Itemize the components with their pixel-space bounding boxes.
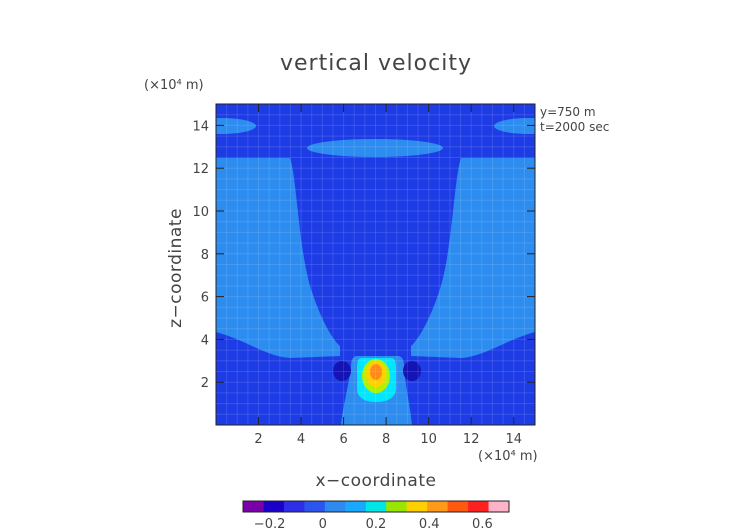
contour-left-small-band: [216, 118, 256, 134]
contour-top-center-band: [307, 139, 443, 157]
y-tick-label: 2: [201, 376, 209, 391]
x-unit-label: (×10⁴ m): [478, 449, 538, 464]
y-tick-label: 14: [192, 119, 209, 134]
colorbar-frame: [242, 500, 510, 513]
colorbar-swatch: [468, 501, 490, 512]
colorbar-tick-label: −0.2: [254, 517, 286, 532]
colorbar: −0.2 0 0.2 0.4 0.6: [242, 500, 510, 532]
colorbar-swatch: [427, 501, 449, 512]
contour-upper-right-lobe: [411, 158, 535, 358]
colorbar-tick-label: 0: [319, 517, 327, 532]
x-tick-label: 4: [297, 432, 305, 447]
fine-grid: [216, 104, 535, 425]
x-tick-label: 8: [382, 432, 390, 447]
annotation-t: t=2000 sec: [540, 120, 609, 134]
y-axis-label: z−coordinate: [166, 208, 186, 328]
y-tick-label: 4: [201, 333, 209, 348]
colorbar-swatch: [345, 501, 367, 512]
plot-frame: [215, 103, 536, 426]
colorbar-swatch: [386, 501, 408, 512]
contour-orange-core: [370, 364, 382, 380]
contour-left-downdraft: [333, 361, 351, 381]
colorbar-tick-label: 0.2: [366, 517, 387, 532]
y-tick-label: 6: [201, 291, 209, 306]
colorbar-swatch: [324, 501, 346, 512]
x-tick-label: 2: [254, 432, 262, 447]
y-tick-label: 12: [192, 162, 209, 177]
colorbar-swatch: [304, 501, 326, 512]
y-unit-label: (×10⁴ m): [144, 78, 204, 93]
x-tick-label: 12: [463, 432, 480, 447]
contour-regions: [216, 104, 535, 425]
x-tick-label: 6: [339, 432, 347, 447]
colorbar-swatch: [447, 501, 469, 512]
colorbar-swatch: [365, 501, 387, 512]
colorbar-swatch: [488, 501, 510, 512]
colorbar-swatch: [263, 501, 285, 512]
colorbar-swatch: [283, 501, 305, 512]
colorbar-swatch: [406, 501, 428, 512]
contour-right-small-band: [494, 118, 535, 134]
contour-upper-left-lobe: [216, 158, 340, 358]
annotation-y: y=750 m: [540, 105, 596, 119]
y-tick-label: 8: [201, 248, 209, 263]
chart-title: vertical velocity: [280, 51, 472, 76]
x-tick-label: 10: [420, 432, 437, 447]
colorbar-tick-label: 0.6: [472, 517, 493, 532]
colorbar-tick-label: 0.4: [419, 517, 440, 532]
x-tick-label: 14: [505, 432, 522, 447]
contour-right-downdraft: [403, 361, 421, 381]
x-axis-label: x−coordinate: [316, 471, 437, 491]
y-tick-label: 10: [192, 205, 209, 220]
colorbar-swatch: [243, 501, 264, 512]
